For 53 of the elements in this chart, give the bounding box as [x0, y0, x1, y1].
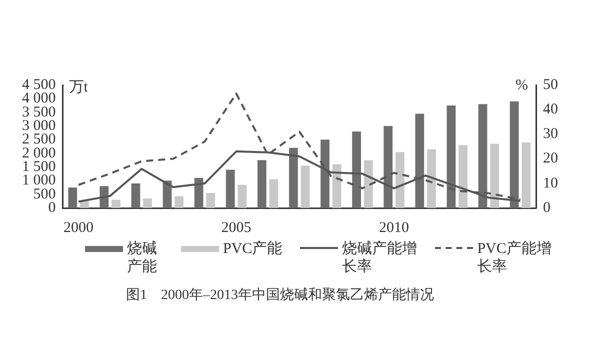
- y2-tick-label: 30: [543, 126, 558, 142]
- bar: [112, 200, 120, 208]
- bar: [320, 140, 330, 208]
- y-tick-label: 1 000: [22, 172, 56, 189]
- y2-tick-label: 10: [543, 175, 558, 192]
- y-tick-label: 0: [48, 200, 56, 216]
- y-tick-label: 4 500: [22, 76, 56, 93]
- legend-label: 烧碱产能: [127, 240, 158, 276]
- bar: [396, 152, 404, 208]
- bar: [458, 145, 468, 208]
- legend-label: PVC产能增长率: [477, 240, 552, 276]
- bar: [143, 198, 152, 208]
- y-axis-title: 万t: [68, 79, 89, 96]
- y-tick-label: 3 500: [22, 104, 56, 120]
- bar: [364, 160, 373, 208]
- y2-axis-title: %: [516, 77, 528, 94]
- bar: [510, 101, 519, 208]
- bar: [131, 183, 140, 208]
- bar: [478, 104, 488, 208]
- x-tick-label: 2005: [221, 220, 252, 236]
- bar: [68, 188, 78, 208]
- y-tick-label: 1 500: [22, 158, 56, 175]
- y2-tick-label: 40: [543, 102, 558, 118]
- bar: [226, 170, 235, 208]
- bar: [300, 166, 310, 208]
- y-tick-label: 2 000: [22, 145, 56, 162]
- bar: [289, 148, 298, 208]
- y2-tick-label: 0: [543, 200, 550, 216]
- bar: [522, 142, 531, 208]
- bar: [174, 196, 184, 208]
- bar: [80, 201, 89, 208]
- x-tick-label: 2010: [379, 220, 410, 236]
- bar: [206, 192, 216, 208]
- bar: [446, 106, 456, 208]
- y-tick-label: 500: [33, 186, 56, 202]
- legend-label: 烧碱产能增长率: [342, 240, 418, 276]
- y2-tick-label: 50: [543, 76, 558, 93]
- bar: [384, 126, 393, 208]
- y-tick-label: 3 000: [22, 118, 56, 134]
- bar: [490, 144, 500, 208]
- x-tick-label: 2000: [64, 220, 94, 236]
- y-tick-label: 4 000: [22, 90, 56, 107]
- bar: [415, 114, 424, 208]
- bar: [332, 164, 342, 208]
- y-tick-label: 2 500: [22, 132, 56, 148]
- bar: [257, 160, 266, 208]
- bar: [269, 179, 278, 208]
- bar: [427, 149, 436, 208]
- legend-label: PVC产能: [223, 240, 282, 258]
- bar: [238, 184, 247, 208]
- bar: [352, 131, 361, 208]
- y2-tick-label: 20: [543, 150, 558, 167]
- text: 图1 2000年–2013年中国烧碱和聚氯乙烯产能情况: [125, 286, 435, 304]
